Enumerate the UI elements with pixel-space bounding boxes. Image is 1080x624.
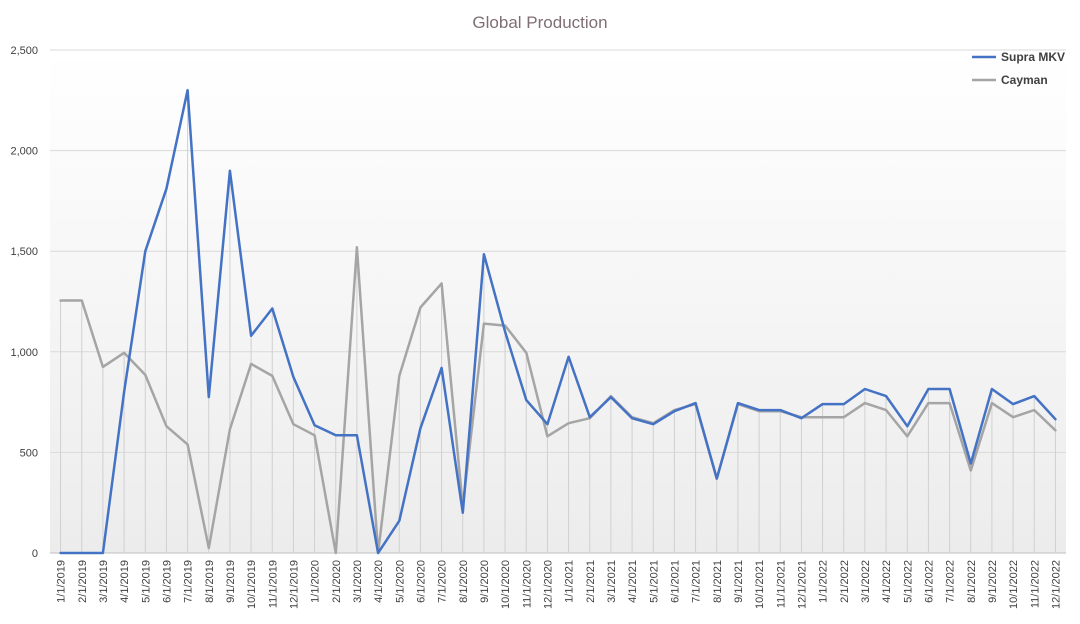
x-tick-label: 5/1/2020 xyxy=(394,560,406,603)
x-tick-label: 8/1/2022 xyxy=(966,560,978,603)
x-tick-label: 8/1/2019 xyxy=(204,560,216,603)
x-tick-label: 3/1/2019 xyxy=(98,560,110,603)
x-tick-label: 11/1/2021 xyxy=(775,560,787,608)
x-tick-label: 7/1/2019 xyxy=(183,560,195,603)
chart-title: Global Production xyxy=(472,13,607,32)
x-tick-label: 4/1/2020 xyxy=(373,560,385,603)
x-tick-label: 5/1/2022 xyxy=(902,560,914,603)
x-tick-label: 7/1/2022 xyxy=(945,560,957,603)
x-tick-label: 10/1/2020 xyxy=(500,560,512,609)
x-tick-label: 11/1/2019 xyxy=(267,560,279,608)
x-tick-label: 5/1/2021 xyxy=(648,560,660,603)
y-tick-label: 0 xyxy=(32,548,38,560)
x-tick-label: 10/1/2019 xyxy=(246,560,258,609)
y-tick-label: 1,000 xyxy=(10,347,38,359)
x-tick-label: 1/1/2019 xyxy=(56,560,68,603)
x-tick-label: 2/1/2019 xyxy=(77,560,89,603)
legend-label-supra-mkv: Supra MKV xyxy=(1001,50,1065,64)
x-tick-label: 1/1/2021 xyxy=(564,560,576,603)
x-tick-label: 10/1/2022 xyxy=(1008,560,1020,609)
x-tick-label: 1/1/2020 xyxy=(310,560,322,603)
x-tick-label: 10/1/2021 xyxy=(754,560,766,609)
x-tick-label: 12/1/2019 xyxy=(288,560,300,609)
x-tick-label: 5/1/2019 xyxy=(140,560,152,603)
x-tick-label: 9/1/2021 xyxy=(733,560,745,603)
series-line-supra-mkv xyxy=(59,88,1057,555)
x-tick-label: 12/1/2020 xyxy=(542,560,554,609)
x-tick-label: 3/1/2021 xyxy=(606,560,618,603)
x-tick-label: 2/1/2020 xyxy=(331,560,343,603)
x-tick-label: 4/1/2022 xyxy=(881,560,893,603)
y-tick-label: 500 xyxy=(20,447,38,459)
x-tick-label: 2/1/2021 xyxy=(585,560,597,603)
x-tick-label: 6/1/2020 xyxy=(415,560,427,603)
x-tick-label: 8/1/2020 xyxy=(458,560,470,603)
x-tick-label: 6/1/2019 xyxy=(161,560,173,603)
x-tick-label: 7/1/2020 xyxy=(437,560,449,603)
x-tick-label: 6/1/2022 xyxy=(923,560,935,603)
x-tick-label: 7/1/2021 xyxy=(691,560,703,603)
y-tick-label: 2,000 xyxy=(10,146,38,158)
x-tick-label: 9/1/2019 xyxy=(225,560,237,603)
x-tick-label: 9/1/2020 xyxy=(479,560,491,603)
y-tick-label: 1,500 xyxy=(10,246,38,258)
x-tick-label: 3/1/2022 xyxy=(860,560,872,603)
x-tick-label: 2/1/2022 xyxy=(839,560,851,603)
plot-background xyxy=(50,50,1066,553)
x-tick-label: 12/1/2022 xyxy=(1050,560,1062,609)
y-tick-label: 2,500 xyxy=(10,45,38,57)
x-tick-label: 6/1/2021 xyxy=(669,560,681,603)
x-tick-label: 9/1/2022 xyxy=(987,560,999,603)
x-tick-label: 11/1/2020 xyxy=(521,560,533,608)
legend-label-cayman: Cayman xyxy=(1001,73,1048,87)
x-tick-label: 12/1/2021 xyxy=(796,560,808,609)
x-tick-label: 11/1/2022 xyxy=(1029,560,1041,608)
x-tick-label: 1/1/2022 xyxy=(818,560,830,603)
x-tick-label: 8/1/2021 xyxy=(712,560,724,603)
series-line-cayman xyxy=(59,245,1057,555)
x-tick-label: 3/1/2020 xyxy=(352,560,364,603)
x-tick-label: 4/1/2019 xyxy=(119,560,131,603)
x-tick-label: 4/1/2021 xyxy=(627,560,639,603)
